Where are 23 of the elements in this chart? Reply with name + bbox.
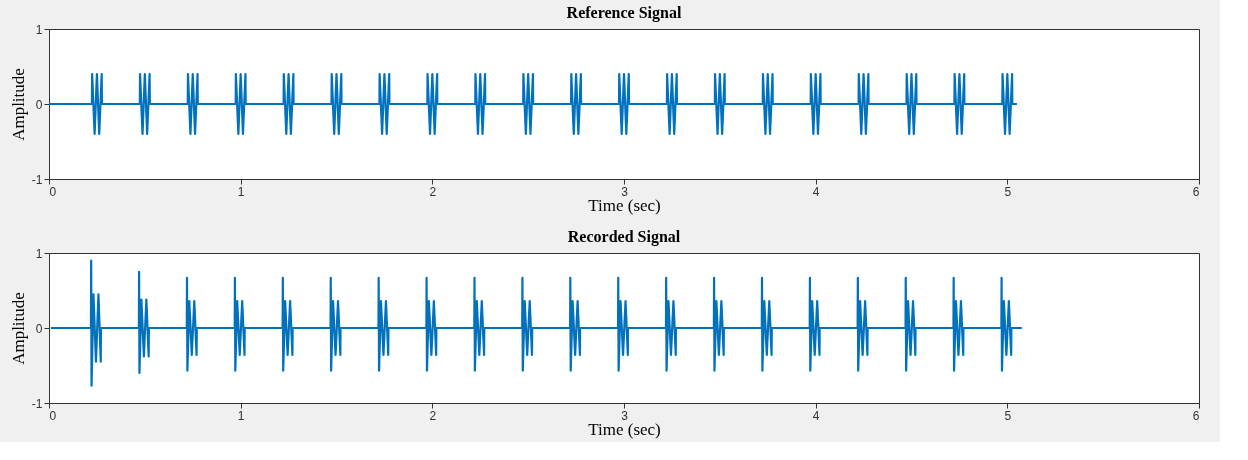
y-axis-title: Amplitude	[8, 68, 28, 141]
x-tick-label: 1	[237, 408, 245, 423]
x-tick-label: 5	[1004, 408, 1012, 423]
chart-title: Reference Signal	[566, 4, 682, 22]
x-tick-label: 5	[1004, 184, 1012, 199]
x-tick-label: 2	[429, 184, 437, 199]
y-tick-label: 1	[35, 246, 43, 261]
x-tick-label: 6	[1192, 408, 1200, 423]
x-tick-label: 0	[49, 408, 57, 423]
x-tick-label: 0	[49, 184, 57, 199]
y-tick-label: 1	[35, 22, 43, 37]
x-tick-label: 4	[812, 408, 820, 423]
y-tick-label: -1	[31, 396, 43, 411]
y-tick-label: 0	[35, 321, 43, 336]
x-tick-label: 4	[812, 184, 820, 199]
y-tick-label: 0	[35, 97, 43, 112]
line-series	[49, 259, 1023, 387]
x-tick-label: 6	[1192, 184, 1200, 199]
chart-title: Recorded Signal	[567, 228, 681, 246]
x-tick-label: 2	[429, 408, 437, 423]
y-tick-label: -1	[31, 172, 43, 187]
y-axis-title: Amplitude	[8, 292, 28, 365]
x-tick-label: 1	[237, 184, 245, 199]
